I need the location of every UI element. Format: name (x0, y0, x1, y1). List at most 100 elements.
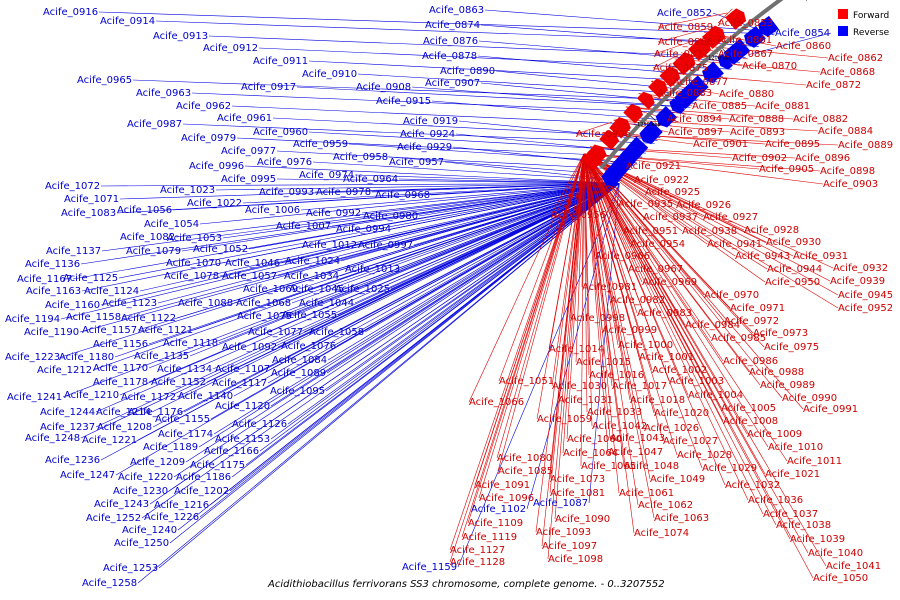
forward-gene-label[interactable]: Acife_1001 (639, 352, 694, 363)
reverse-gene-label[interactable]: Acife_1055 (282, 310, 337, 321)
forward-gene-label[interactable]: Acife_1021 (765, 469, 820, 480)
reverse-gene-label[interactable]: Acife_1176 (128, 407, 183, 418)
forward-gene-label[interactable]: Acife_1003 (669, 376, 724, 387)
reverse-gene-label[interactable]: Acife_1071 (64, 194, 119, 205)
forward-gene-label[interactable]: Acife_1062 (638, 500, 693, 511)
reverse-gene-label[interactable]: Acife_0997 (358, 240, 413, 251)
forward-gene-label[interactable]: Acife_1098 (548, 554, 603, 565)
reverse-gene-label[interactable]: Acife_1122 (121, 313, 176, 324)
forward-gene-label[interactable]: Acife_1042 (592, 421, 647, 432)
forward-gene-label[interactable]: Acife_0889 (838, 140, 893, 151)
forward-gene-label[interactable]: Acife_1002 (652, 365, 707, 376)
reverse-gene-label[interactable]: Acife_0919 (403, 116, 458, 127)
reverse-gene-label[interactable]: Acife_1082 (120, 232, 175, 243)
reverse-gene-label[interactable]: Acife_1178 (93, 377, 148, 388)
forward-gene-label[interactable]: Acife_1041 (826, 561, 881, 572)
reverse-gene-label[interactable]: Acife_0963 (136, 88, 191, 99)
forward-gene-label[interactable]: Acife_1047 (608, 447, 663, 458)
forward-gene-label[interactable]: Acife_0853 (718, 18, 773, 29)
reverse-gene-label[interactable]: Acife_1190 (24, 327, 79, 338)
forward-gene-label[interactable]: Acife_1036 (748, 495, 803, 506)
reverse-gene-label[interactable]: Acife_1220 (118, 472, 173, 483)
reverse-gene-label[interactable]: Acife_1248 (25, 433, 80, 444)
reverse-gene-label[interactable]: Acife_0890 (440, 66, 495, 77)
forward-gene-label[interactable]: Acife_0870 (742, 61, 797, 72)
reverse-gene-label[interactable]: Acife_1202 (174, 486, 229, 497)
reverse-gene-label[interactable]: Acife_0878 (422, 51, 477, 62)
reverse-gene-label[interactable]: Acife_1069 (243, 284, 298, 295)
reverse-gene-label[interactable]: Acife_1054 (144, 219, 199, 230)
forward-gene-label[interactable]: Acife_0932 (833, 263, 888, 274)
reverse-gene-label[interactable]: Acife_1087 (533, 498, 588, 509)
forward-gene-label[interactable]: Acife_0944 (767, 264, 822, 275)
reverse-gene-label[interactable]: Acife_1058 (309, 327, 364, 338)
reverse-gene-label[interactable]: Acife_1024 (285, 256, 340, 267)
forward-gene-label[interactable]: Acife_0867 (718, 49, 773, 60)
reverse-gene-label[interactable]: Acife_0994 (336, 224, 391, 235)
forward-gene-label[interactable]: Acife_0860 (776, 41, 831, 52)
forward-gene-label[interactable]: Acife_0941 (707, 239, 762, 250)
reverse-gene-label[interactable]: Acife_1057 (222, 271, 277, 282)
reverse-gene-label[interactable]: Acife_1252 (86, 513, 141, 524)
reverse-gene-label[interactable]: Acife_0974 (299, 170, 354, 181)
forward-gene-label[interactable]: Acife_0972 (724, 316, 779, 327)
reverse-gene-label[interactable]: Acife_1025 (335, 284, 390, 295)
reverse-gene-label[interactable]: Acife_1208 (97, 422, 152, 433)
forward-gene-label[interactable]: Acife_0893 (730, 127, 785, 138)
reverse-gene-label[interactable]: Acife_1046 (225, 258, 280, 269)
reverse-gene-label[interactable]: Acife_1012 (302, 240, 357, 251)
reverse-gene-label[interactable]: Acife_0854 (775, 28, 830, 39)
forward-gene-label[interactable]: Acife_0973 (753, 328, 808, 339)
reverse-gene-label[interactable]: Acife_1102 (471, 504, 526, 515)
forward-gene-label[interactable]: Acife_1051 (499, 376, 554, 387)
forward-gene-label[interactable]: Acife_1049 (650, 474, 705, 485)
reverse-gene-label[interactable]: Acife_1083 (61, 208, 116, 219)
forward-gene-label[interactable]: Acife_0897 (668, 127, 723, 138)
reverse-gene-label[interactable]: Acife_0960 (253, 127, 308, 138)
forward-gene-label[interactable]: Acife_1016 (589, 370, 644, 381)
forward-gene-label[interactable]: Acife_0988 (749, 367, 804, 378)
reverse-gene-label[interactable]: Acife_1072 (45, 181, 100, 192)
forward-gene-label[interactable]: Acife_0906 (576, 129, 631, 140)
reverse-gene-label[interactable]: Acife_1253 (103, 563, 158, 574)
forward-gene-label[interactable]: Acife_1127 (450, 545, 505, 556)
reverse-gene-label[interactable]: Acife_1076 (281, 341, 336, 352)
reverse-gene-label[interactable]: Acife_1013 (345, 264, 400, 275)
reverse-gene-label[interactable]: Acife_0924 (400, 129, 455, 140)
reverse-gene-label[interactable]: Acife_0958 (333, 152, 388, 163)
forward-gene-label[interactable]: Acife_1037 (763, 509, 818, 520)
forward-gene-label[interactable]: Acife_0956 (551, 210, 606, 221)
forward-gene-label[interactable]: Acife_0937 (643, 212, 698, 223)
reverse-gene-label[interactable]: Acife_1089 (271, 368, 326, 379)
forward-gene-label[interactable]: Acife_1063 (654, 513, 709, 524)
forward-gene-label[interactable]: Acife_0925 (645, 187, 700, 198)
reverse-gene-label[interactable]: Acife_0915 (376, 96, 431, 107)
reverse-gene-label[interactable]: Acife_1121 (138, 325, 193, 336)
reverse-gene-label[interactable]: Acife_1068 (236, 298, 291, 309)
forward-gene-label[interactable]: Acife_1050 (813, 573, 868, 584)
forward-gene-label[interactable]: Acife_0895 (765, 139, 820, 150)
reverse-gene-label[interactable]: Acife_0911 (253, 56, 308, 67)
reverse-gene-label[interactable]: Acife_1053 (167, 233, 222, 244)
reverse-gene-label[interactable]: Acife_1167 (17, 274, 72, 285)
reverse-gene-label[interactable]: Acife_1214 (96, 407, 151, 418)
reverse-gene-label[interactable]: Acife_0996 (189, 161, 244, 172)
forward-gene-label[interactable]: Acife_1097 (542, 541, 597, 552)
reverse-gene-label[interactable]: Acife_0961 (217, 113, 272, 124)
forward-gene-label[interactable]: Acife_0975 (764, 342, 819, 353)
reverse-gene-label[interactable]: Acife_0992 (306, 208, 361, 219)
forward-gene-label[interactable]: Acife_1096 (479, 493, 534, 504)
reverse-gene-label[interactable]: Acife_1125 (63, 273, 118, 284)
forward-gene-label[interactable]: Acife_1064 (563, 448, 618, 459)
forward-gene-label[interactable]: Acife_1039 (790, 534, 845, 545)
forward-gene-label[interactable]: Acife_1038 (776, 520, 831, 531)
forward-gene-label[interactable]: Acife_0931 (793, 251, 848, 262)
reverse-gene-label[interactable]: Acife_0908 (356, 82, 411, 93)
forward-gene-label[interactable]: Acife_0868 (820, 67, 875, 78)
forward-gene-label[interactable]: Acife_1085 (498, 466, 553, 477)
reverse-gene-label[interactable]: Acife_1006 (245, 205, 300, 216)
forward-gene-label[interactable]: Acife_0922 (634, 175, 689, 186)
reverse-gene-label[interactable]: Acife_0995 (221, 174, 276, 185)
reverse-gene-label[interactable]: Acife_1170 (93, 363, 148, 374)
forward-gene-label[interactable]: Acife_0991 (803, 404, 858, 415)
